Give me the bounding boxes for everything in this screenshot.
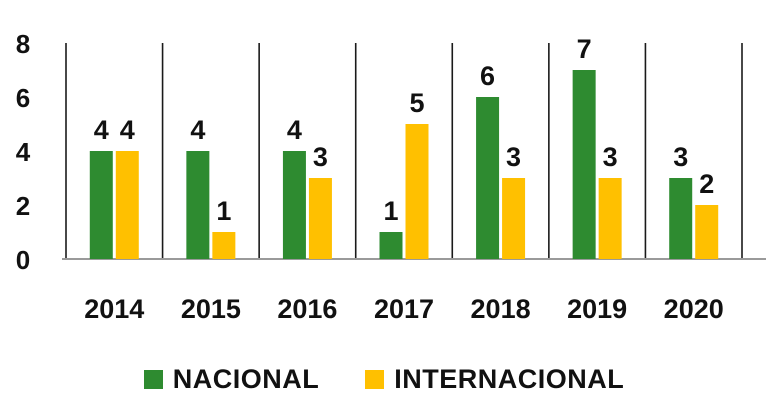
bar-nacional-2014 [89,151,113,259]
x-category-label: 2016 [277,294,337,324]
bar-nacional-2020 [669,178,693,259]
bars [89,70,719,259]
data-label-nacional-2020: 3 [673,142,688,172]
bar-internacional-2014 [115,151,139,259]
x-category-label: 2015 [181,294,241,324]
data-label-nacional-2019: 7 [577,34,592,64]
data-label-internacional-2018: 3 [506,142,521,172]
y-axis-tick-labels: 0 2 4 6 8 [16,29,31,275]
data-label-internacional-2015: 1 [216,196,231,226]
data-label-nacional-2017: 1 [383,196,398,226]
bar-internacional-2016 [308,178,332,259]
data-label-nacional-2018: 6 [480,61,495,91]
bar-nacional-2019 [572,70,596,259]
category-separators [65,43,743,259]
legend-label-internacional: INTERNACIONAL [394,364,625,394]
bar-internacional-2017 [405,124,429,259]
y-tick-label: 0 [16,245,30,275]
y-tick-label: 8 [16,29,30,59]
legend: NACIONAL INTERNACIONAL [0,364,768,395]
y-tick-label: 2 [16,191,30,221]
data-label-internacional-2020: 2 [699,169,714,199]
bar-nacional-2015 [186,151,210,259]
data-label-internacional-2017: 5 [409,88,424,118]
x-category-label: 2014 [84,294,144,324]
legend-swatch-nacional [143,370,163,389]
y-tick-label: 4 [16,137,31,167]
data-label-internacional-2016: 3 [313,142,328,172]
bar-internacional-2018 [502,178,526,259]
x-category-label: 2020 [664,294,724,324]
y-tick-label: 6 [16,83,30,113]
x-category-label: 2019 [567,294,627,324]
legend-item-internacional: INTERNACIONAL [365,364,624,395]
x-category-label: 2017 [374,294,434,324]
data-label-nacional-2016: 4 [287,115,302,145]
x-axis-category-labels: 2014 2015 2016 2017 2018 2019 2020 [84,294,724,324]
bar-internacional-2020 [695,205,719,259]
data-label-internacional-2014: 4 [120,115,135,145]
bar-nacional-2017 [379,232,403,259]
bar-nacional-2018 [476,97,500,259]
legend-swatch-internacional [365,370,385,389]
bar-nacional-2016 [282,151,306,259]
data-label-nacional-2015: 4 [190,115,205,145]
legend-label-nacional: NACIONAL [172,364,320,394]
bar-internacional-2015 [212,232,236,259]
data-label-internacional-2019: 3 [603,142,618,172]
data-label-nacional-2014: 4 [94,115,109,145]
x-category-label: 2018 [471,294,531,324]
legend-item-nacional: NACIONAL [143,364,320,395]
bar-internacional-2019 [598,178,622,259]
